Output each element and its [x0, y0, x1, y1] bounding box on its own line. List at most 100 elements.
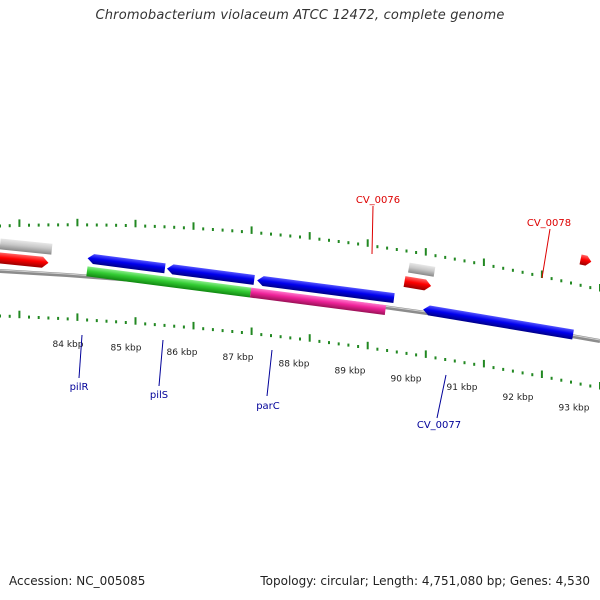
upper-scale-tick	[395, 248, 398, 251]
lower-scale-tick	[347, 343, 350, 347]
gene-gray-left[interactable]	[0, 238, 53, 255]
upper-scale-tick	[221, 228, 224, 232]
lower-scale-tick	[550, 376, 553, 380]
lower-scale-tick	[105, 319, 108, 323]
upper-scale-tick	[502, 266, 505, 270]
upper-scale-tick	[337, 240, 340, 243]
upper-scale-tick	[66, 223, 69, 227]
CV_0077-leader	[436, 374, 447, 419]
lower-scale-tick	[531, 373, 534, 377]
upper-scale-tick	[95, 223, 98, 227]
lower-scale-tick	[192, 321, 195, 330]
lower-scale-tick	[124, 321, 127, 324]
upper-scale-tick	[8, 224, 11, 228]
lower-scale-tick	[521, 371, 524, 375]
tick-label: 88 kbp	[279, 359, 310, 369]
upper-scale-tick	[415, 251, 418, 254]
upper-scale-tick	[347, 241, 350, 245]
gene-magenta[interactable]	[249, 287, 387, 316]
lower-scale-tick	[328, 341, 330, 345]
lower-scale-tick	[366, 341, 369, 350]
lower-scale-tick	[376, 347, 379, 351]
tick-label: 85 kbp	[111, 344, 142, 354]
upper-scale-tick	[28, 223, 30, 227]
lower-scale-tick	[502, 367, 505, 371]
upper-scale-tick	[240, 230, 243, 234]
label-CV_0078[interactable]: CV_0078	[527, 218, 571, 229]
gene-parC[interactable]	[257, 275, 395, 304]
label-parC[interactable]: parC	[256, 401, 280, 412]
lower-scale-tick	[589, 384, 592, 388]
lower-scale-tick	[115, 320, 118, 324]
upper-scale-tick	[511, 268, 514, 272]
upper-scale-tick	[144, 224, 147, 228]
CV_0078-leader	[541, 228, 551, 279]
gene-red-left[interactable]	[0, 252, 49, 268]
tick-label: 87 kbp	[223, 353, 254, 363]
upper-scale-tick	[250, 226, 253, 234]
upper-scale-tick	[434, 254, 437, 258]
lower-scale-tick	[270, 334, 272, 338]
lower-scale-tick	[357, 345, 360, 348]
tick-label: 89 kbp	[335, 366, 366, 376]
upper-scale-tick	[86, 223, 89, 227]
upper-scale-tick	[173, 225, 176, 229]
upper-scale-tick	[386, 246, 389, 250]
lower-scale-tick	[86, 318, 89, 322]
upper-scale-tick	[328, 238, 330, 242]
upper-scale-tick	[37, 223, 40, 227]
upper-scale-tick	[163, 225, 166, 229]
upper-scale-tick	[405, 249, 408, 253]
gene-CV_0076[interactable]	[403, 276, 432, 291]
lower-scale-tick	[221, 329, 224, 333]
gene-CV_0078[interactable]	[579, 254, 593, 267]
lower-scale-tick	[453, 359, 456, 363]
upper-scale-tick	[299, 235, 301, 239]
upper-scale-tick	[463, 259, 466, 263]
gene-pilR[interactable]	[87, 253, 166, 274]
tick-label: 91 kbp	[447, 383, 478, 393]
lower-tick-scale	[0, 310, 600, 390]
lower-scale-tick	[260, 333, 263, 337]
lower-scale-tick	[386, 349, 389, 352]
upper-scale-tick	[318, 237, 321, 241]
lower-scale-tick	[134, 317, 137, 325]
upper-scale-tick	[289, 234, 292, 238]
lower-scale-tick	[289, 336, 292, 340]
label-CV_0077[interactable]: CV_0077	[417, 420, 461, 431]
gene-CV_0076-gray[interactable]	[408, 262, 436, 277]
lower-scale-tick	[76, 313, 79, 321]
upper-scale-tick	[124, 224, 127, 227]
upper-scale-tick	[531, 272, 534, 276]
lower-scale-tick	[8, 314, 11, 318]
upper-scale-tick	[570, 281, 572, 285]
lower-scale-tick	[318, 339, 321, 343]
lower-scale-tick	[444, 358, 447, 361]
upper-scale-tick	[521, 270, 524, 274]
genome-summary-text: Topology: circular; Length: 4,751,080 bp…	[260, 574, 590, 588]
gene-pilS[interactable]	[166, 264, 255, 285]
upper-scale-tick	[376, 245, 379, 249]
upper-scale-tick	[540, 270, 543, 278]
genome-title: Chromobacterium violaceum ATCC 12472, co…	[95, 8, 505, 23]
pilR-leader	[78, 334, 83, 379]
upper-scale-tick	[473, 261, 476, 265]
upper-scale-tick	[47, 223, 50, 227]
upper-scale-tick	[357, 242, 360, 246]
lower-scale-tick	[482, 359, 485, 368]
upper-scale-tick	[453, 257, 456, 261]
lower-scale-tick	[473, 362, 476, 366]
lower-scale-tick	[231, 330, 234, 333]
label-CV_0076[interactable]: CV_0076	[356, 195, 400, 206]
upper-scale-tick	[550, 277, 553, 281]
lower-scale-tick	[163, 323, 166, 327]
lower-scale-tick	[463, 361, 466, 365]
gene-green[interactable]	[86, 266, 252, 298]
lower-scale-tick	[153, 323, 156, 327]
lower-scale-tick	[144, 322, 147, 326]
label-pilR[interactable]: pilR	[70, 382, 89, 393]
lower-scale-tick	[57, 316, 60, 320]
label-pilS[interactable]: pilS	[150, 390, 168, 401]
lower-scale-tick	[18, 310, 21, 319]
gene-CV_0077[interactable]	[422, 305, 574, 340]
